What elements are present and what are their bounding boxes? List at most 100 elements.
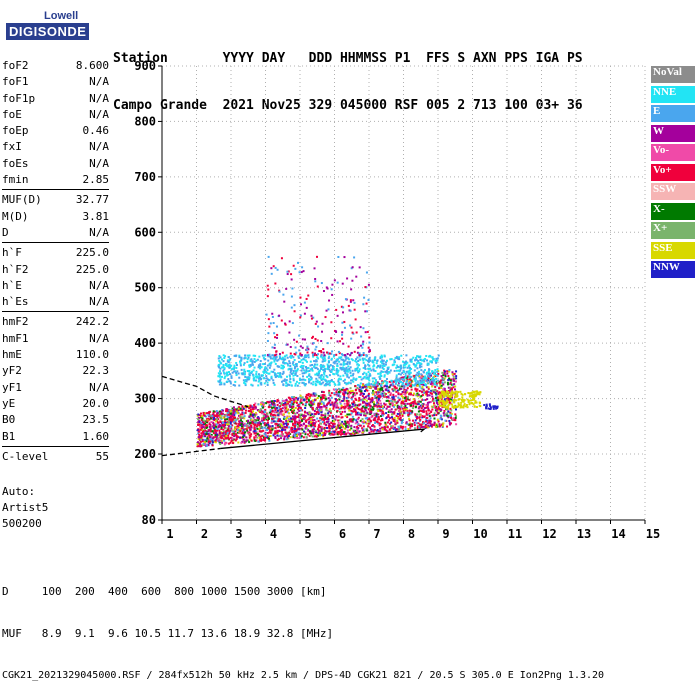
echo-point <box>435 390 438 393</box>
echo-point <box>396 389 399 392</box>
echo-point <box>203 414 206 417</box>
echo-point <box>417 359 420 362</box>
echo-point <box>396 365 399 368</box>
echo-point <box>363 414 366 417</box>
echo-point <box>272 321 275 324</box>
echo-point <box>405 389 408 392</box>
echo-point <box>299 413 302 416</box>
echo-point <box>379 366 382 369</box>
echo-point <box>330 370 333 373</box>
echo-point <box>399 364 402 367</box>
echo-point <box>215 432 218 435</box>
echo-point <box>452 379 455 382</box>
echo-point <box>205 433 208 436</box>
echo-point <box>276 359 279 362</box>
echo-point <box>267 355 270 358</box>
echo-point <box>357 359 360 362</box>
echo-point <box>242 432 245 435</box>
echo-point <box>375 396 378 399</box>
echo-point <box>343 363 346 366</box>
echo-point <box>438 409 441 412</box>
echo-point <box>329 394 332 397</box>
echo-point <box>238 376 241 379</box>
echo-point <box>275 431 278 434</box>
echo-point <box>424 375 427 378</box>
echo-point <box>274 414 277 417</box>
echo-point <box>328 299 331 302</box>
echo-point <box>410 388 413 391</box>
echo-point <box>218 424 221 427</box>
echo-point <box>317 372 320 375</box>
echo-point <box>335 353 338 356</box>
echo-point <box>327 360 330 363</box>
echo-point <box>243 428 246 431</box>
echo-point <box>282 399 285 402</box>
echo-point <box>420 369 423 372</box>
echo-point <box>289 420 292 423</box>
echo-point <box>340 416 343 419</box>
echo-point <box>276 375 279 378</box>
echo-point <box>229 441 232 444</box>
echo-point <box>367 395 370 398</box>
echo-point <box>405 360 408 363</box>
echo-point <box>197 432 200 435</box>
echo-point <box>316 339 319 342</box>
echo-point <box>383 402 386 405</box>
echo-point <box>453 372 456 375</box>
echo-point <box>287 364 290 367</box>
echo-point <box>347 393 350 396</box>
echo-point <box>296 434 299 437</box>
echo-point <box>344 422 347 425</box>
echo-point <box>431 414 434 417</box>
echo-point <box>385 407 388 410</box>
echo-point <box>224 427 227 430</box>
echo-point <box>207 438 210 441</box>
echo-point <box>489 406 492 409</box>
echo-point <box>350 409 353 412</box>
echo-point <box>380 384 383 387</box>
echo-point <box>412 356 415 359</box>
echo-point <box>291 411 294 414</box>
echo-point <box>342 359 345 362</box>
param-key: B1 <box>2 429 16 443</box>
echo-point <box>358 364 361 367</box>
echo-point <box>309 360 312 363</box>
echo-point <box>302 364 305 367</box>
echo-point <box>318 369 321 372</box>
echo-point <box>385 403 388 406</box>
echo-point <box>373 413 376 416</box>
echo-point <box>449 411 452 414</box>
echo-point <box>341 430 344 433</box>
echo-point <box>307 413 310 416</box>
echo-point <box>353 256 356 259</box>
echo-point <box>405 407 408 410</box>
echo-point <box>448 401 451 404</box>
echo-point <box>294 346 297 349</box>
echo-point <box>229 380 232 383</box>
echo-point <box>436 357 439 360</box>
echo-point <box>222 369 225 372</box>
echo-point <box>277 372 280 375</box>
echo-point <box>307 378 310 381</box>
echo-point <box>396 412 399 415</box>
echo-point <box>390 426 393 429</box>
echo-point <box>285 354 288 357</box>
echo-point <box>220 428 223 431</box>
echo-point <box>260 439 263 442</box>
echo-point <box>410 423 413 426</box>
echo-point <box>339 410 342 413</box>
echo-point <box>380 409 383 412</box>
echo-point <box>295 431 298 434</box>
echo-point <box>288 426 291 429</box>
param-key: foF1 <box>2 75 29 89</box>
echo-point <box>377 364 380 367</box>
echo-point <box>287 435 290 438</box>
echo-point <box>409 379 412 382</box>
echo-point <box>297 408 300 411</box>
echo-point <box>358 389 361 392</box>
echo-point <box>441 400 444 403</box>
echo-point <box>336 409 339 412</box>
echo-point <box>368 350 371 353</box>
echo-point <box>262 356 265 359</box>
echo-point <box>444 389 447 392</box>
